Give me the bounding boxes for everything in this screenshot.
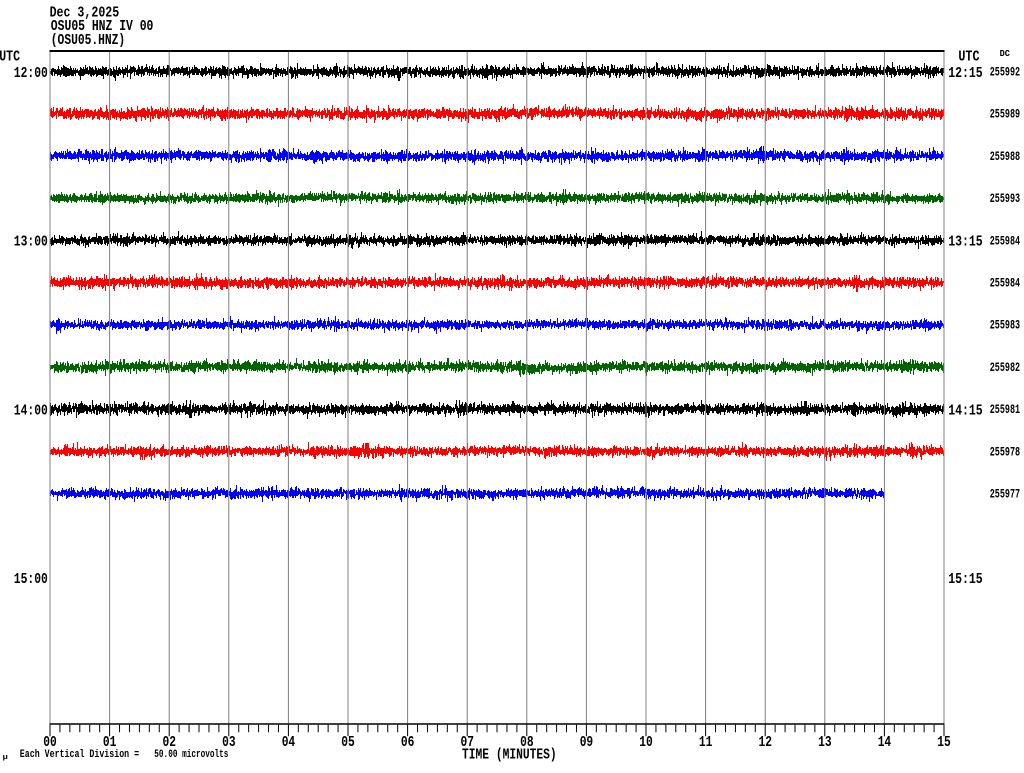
svg-text:02: 02 (163, 734, 177, 751)
svg-text:255981: 255981 (990, 402, 1021, 417)
svg-text:TIME (MINUTES): TIME (MINUTES) (462, 746, 557, 763)
svg-text:255982: 255982 (990, 360, 1021, 375)
svg-text:05: 05 (341, 734, 355, 751)
svg-text:50.00 microvolts: 50.00 microvolts (154, 749, 228, 761)
svg-text:13:15: 13:15 (948, 234, 983, 251)
svg-text:14:00: 14:00 (14, 402, 48, 419)
svg-text:255978: 255978 (990, 444, 1021, 459)
svg-text:µ: µ (3, 754, 8, 762)
svg-text:Dec 3,2025: Dec 3,2025 (50, 5, 120, 22)
svg-text:(OSU05.HNZ): (OSU05.HNZ) (51, 32, 125, 49)
svg-text:DC: DC (1000, 49, 1011, 59)
svg-text:13:00: 13:00 (14, 234, 48, 251)
svg-text:06: 06 (401, 734, 415, 751)
svg-text:Each Vertical Division =: Each Vertical Division = (20, 749, 140, 761)
svg-text:15: 15 (937, 734, 951, 751)
svg-text:12:15: 12:15 (948, 65, 983, 82)
svg-text:14:15: 14:15 (948, 402, 983, 419)
svg-text:15:15: 15:15 (948, 571, 983, 588)
svg-text:14: 14 (878, 734, 892, 751)
svg-text:12: 12 (759, 734, 773, 751)
svg-text:12:00: 12:00 (14, 65, 48, 82)
svg-text:255988: 255988 (990, 149, 1021, 164)
svg-text:255984: 255984 (990, 276, 1021, 291)
svg-text:04: 04 (282, 734, 296, 751)
svg-text:00: 00 (43, 734, 57, 751)
svg-text:09: 09 (580, 734, 594, 751)
svg-text:15:00: 15:00 (14, 571, 48, 588)
svg-text:11: 11 (699, 734, 713, 751)
svg-text:UTC: UTC (0, 48, 20, 65)
svg-text:255993: 255993 (990, 191, 1021, 206)
svg-text:255977: 255977 (990, 487, 1020, 502)
svg-text:13: 13 (818, 734, 832, 751)
svg-text:07: 07 (461, 734, 475, 751)
svg-text:255989: 255989 (990, 107, 1021, 122)
svg-text:UTC: UTC (958, 48, 979, 65)
svg-text:03: 03 (222, 734, 236, 751)
svg-text:08: 08 (520, 734, 534, 751)
svg-text:10: 10 (639, 734, 653, 751)
svg-text:255984: 255984 (990, 233, 1021, 248)
svg-text:255983: 255983 (990, 318, 1021, 333)
svg-text:01: 01 (103, 734, 117, 751)
svg-text:OSU05 HNZ IV 00: OSU05 HNZ IV 00 (51, 18, 154, 35)
svg-text:255992: 255992 (990, 65, 1021, 80)
